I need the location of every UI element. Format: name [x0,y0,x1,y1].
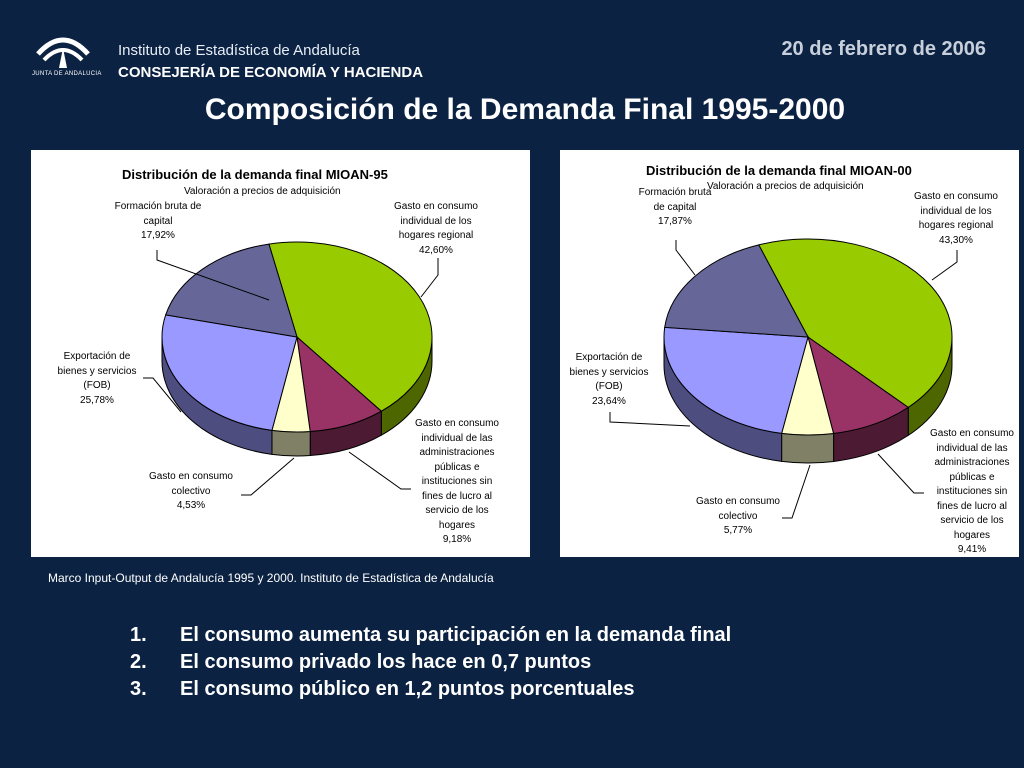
pie-slice [758,238,953,408]
leader-line [782,464,811,519]
slice-label-public-admin: Gasto en consumo individual de las admin… [930,428,1014,555]
institute-name: Instituto de Estadística de Andalucía [118,42,360,59]
pie-slice [663,326,809,434]
pie-slice-side [271,429,311,457]
leader-line [675,240,696,276]
department-name: CONSEJERÍA DE ECONOMÍA Y HACIENDA [118,64,424,81]
leader-line [420,258,439,298]
pie-slice [664,244,809,338]
slice-label-public-admin: Gasto en consumo individual de las admin… [415,418,499,545]
conclusion-item: 2. El consumo privado los hace en 0,7 pun… [130,651,592,673]
slice-label-collective: Gasto en consumo colectivo 4,53% [149,471,233,511]
logo-text: JUNTA DE ANDALUCIA [32,71,102,77]
pie-slice [807,335,910,434]
leader-line [931,250,958,281]
pie-slice [296,335,383,433]
slice-label-exports: Exportación de bienes y servicios (FOB) 2… [569,352,649,407]
leader-line [348,451,411,490]
pie-slice [268,241,433,412]
pie-slice [161,314,298,431]
chart-subtitle: Valoración a precios de adquisición [184,186,341,197]
source-note: Marco Input-Output de Andalucía 1995 y 2… [48,571,494,585]
conclusions-list: 1. El consumo aumenta su participación en… [130,622,731,703]
chart-title: Distribución de la demanda final MIOAN-9… [122,167,388,182]
pie-slice-side [781,432,835,464]
leader-line [156,250,270,301]
pie-chart-2000 [609,238,958,519]
slide-date: 20 de febrero de 2006 [781,38,986,60]
chart-panel-2000: Distribución de la demanda final MIOAN-0… [560,150,1019,557]
chart-title: Distribución de la demanda final MIOAN-0… [646,163,912,178]
junta-andalucia-logo-icon [36,37,90,68]
slice-label-capital: Formación bruta de capital 17,92% [114,201,202,241]
leader-line [609,412,691,427]
leader-line [143,377,182,413]
leader-line [877,453,924,494]
slice-label-exports: Exportación de bienes y servicios (FOB) 2… [57,351,137,406]
chart-panel-1995: Distribución de la demanda final MIOAN-9… [31,150,530,557]
slice-label-collective: Gasto en consumo colectivo 5,77% [696,496,780,536]
slice-label-households: Gasto en consumo individual de los hogar… [394,201,478,256]
leader-line [241,457,295,496]
slice-label-households: Gasto en consumo individual de los hogar… [914,191,998,246]
slice-label-capital: Formación bruta de capital 17,87% [638,187,712,227]
chart-subtitle: Valoración a precios de adquisición [707,181,864,192]
slide-title: Composición de la Demanda Final 1995-200… [204,93,846,126]
conclusion-item: 1. El consumo aumenta su participación en… [130,624,732,646]
conclusion-item: 3. El consumo público en 1,2 puntos porce… [130,678,635,700]
pie-chart-1995 [143,241,439,496]
pie-slice [165,243,298,338]
